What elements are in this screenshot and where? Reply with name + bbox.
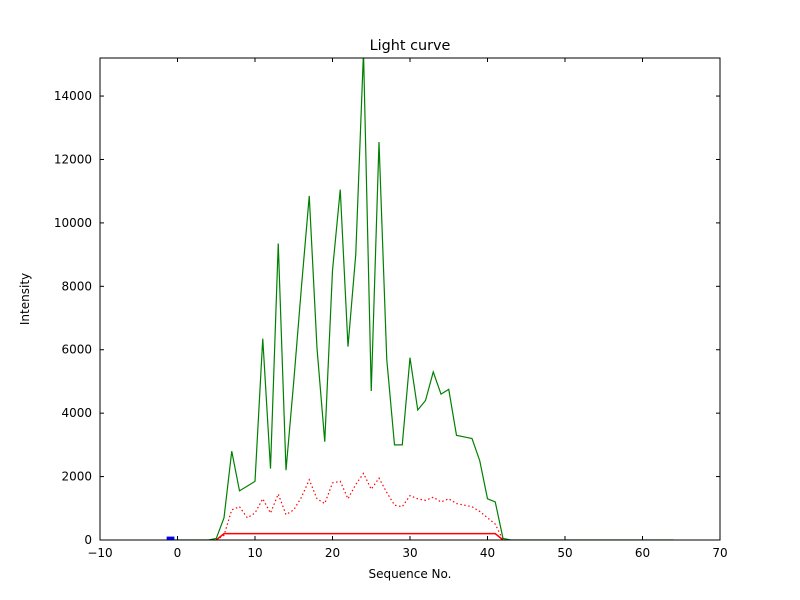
x-axis-label: Sequence No. [369, 567, 452, 581]
y-axis-label: Intensity [18, 273, 32, 325]
y-tick-label: 0 [84, 533, 92, 547]
series-green-solid-lightcurve [169, 58, 674, 540]
x-tick-label: 20 [325, 546, 340, 560]
series-red-solid-baseline [215, 532, 504, 540]
axes-frame [99, 57, 721, 541]
x-tick-label: 30 [402, 546, 417, 560]
series-red-dotted-background [215, 472, 504, 540]
y-tick-label: 12000 [54, 152, 92, 166]
y-tick-label: 2000 [61, 470, 92, 484]
x-tick-label: 60 [635, 546, 650, 560]
y-tick-label: 14000 [54, 89, 92, 103]
y-tick-label: 6000 [61, 343, 92, 357]
plot-area: −10 0 10 20 30 40 50 60 700200040006000800010000… [54, 57, 728, 560]
x-tick-label: 0 [174, 546, 182, 560]
x-tick-label: 70 [712, 546, 727, 560]
y-tick-label: 8000 [61, 279, 92, 293]
y-tick-label: 4000 [61, 406, 92, 420]
x-tick-label: −10 [87, 546, 112, 560]
y-tick-label: 10000 [54, 216, 92, 230]
x-tick-label: 50 [557, 546, 572, 560]
chart-title: Light curve [370, 38, 451, 54]
x-tick-label: 10 [247, 546, 262, 560]
x-tick-label: 40 [480, 546, 495, 560]
